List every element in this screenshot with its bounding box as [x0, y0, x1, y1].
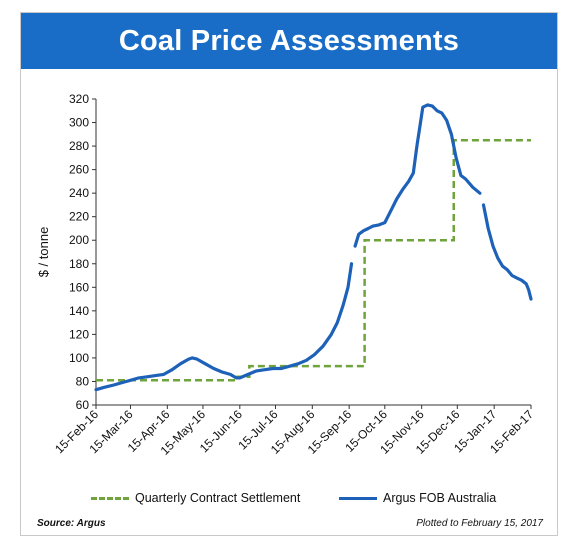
chart-plot: 60 80 100 120 140 160 180 200 220 240 260 280 300 320… — [36, 92, 536, 458]
y-tick-label: 320 — [69, 92, 89, 106]
legend-swatch-quarterly — [91, 496, 129, 500]
legend-label-argus: Argus FOB Australia — [383, 491, 497, 505]
y-tick-label: 260 — [69, 163, 89, 177]
chart-frame: Coal Price Assessments 60 80 100 120 140 160 1… — [20, 12, 558, 536]
axes: 60 80 100 120 140 160 180 200 220 240 260 280 300 320… — [52, 92, 536, 458]
legend-item-quarterly: Quarterly Contract Settlement — [91, 491, 300, 505]
title-banner: Coal Price Assessments — [21, 13, 557, 69]
y-axis-label: $ / tonne — [36, 227, 51, 278]
y-tick-label: 120 — [69, 327, 89, 341]
series-line-argus-1 — [94, 262, 354, 392]
y-tick-label: 240 — [69, 186, 89, 200]
source-note: Source: Argus — [37, 518, 106, 529]
legend-swatch-argus — [339, 496, 377, 500]
y-tick-label: 300 — [69, 116, 89, 130]
y-tick-label: 100 — [69, 351, 89, 365]
chart-title: Coal Price Assessments — [118, 24, 460, 57]
y-tick-label: 140 — [69, 304, 89, 318]
series-group — [94, 103, 533, 392]
series-line-argus-2 — [353, 103, 482, 248]
y-tick-label: 220 — [69, 210, 89, 224]
y-tick-label: 280 — [69, 139, 89, 153]
y-axis-label-group: $ / tonne — [36, 227, 51, 278]
legend-item-argus: Argus FOB Australia — [339, 491, 496, 505]
y-tick-label: 160 — [69, 280, 89, 294]
y-tick-label: 80 — [76, 374, 90, 388]
y-tick-label: 180 — [69, 257, 89, 271]
plotted-note: Plotted to February 15, 2017 — [416, 518, 543, 529]
y-tick-label: 60 — [76, 398, 90, 412]
y-tick-label: 200 — [69, 233, 89, 247]
legend-label-quarterly: Quarterly Contract Settlement — [135, 491, 301, 505]
legend: Quarterly Contract Settlement Argus FOB … — [21, 491, 557, 513]
series-line-quarterly — [96, 138, 531, 382]
series-line-argus-3 — [481, 203, 533, 301]
